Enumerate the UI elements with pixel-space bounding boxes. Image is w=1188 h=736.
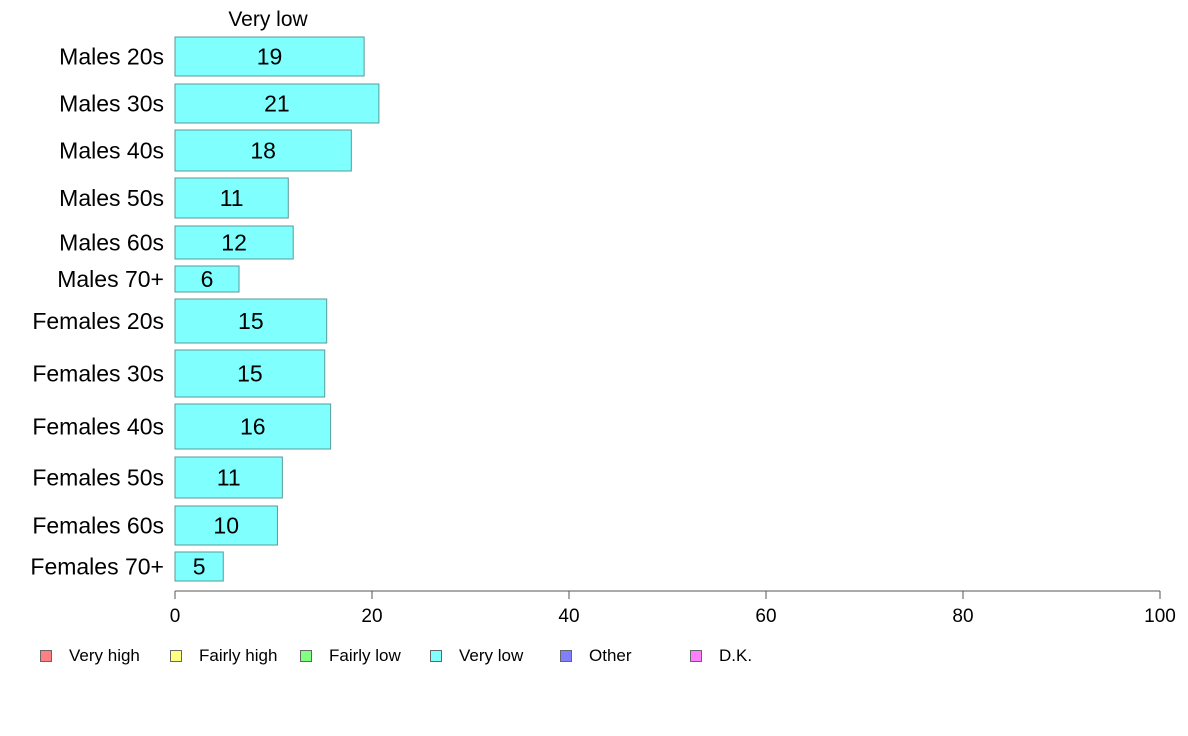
category-label: Males 60s bbox=[59, 230, 164, 256]
bar bbox=[174, 298, 328, 344]
bar bbox=[174, 551, 224, 582]
legend-item: Very low bbox=[430, 645, 523, 667]
category-label: Females 50s bbox=[32, 465, 164, 491]
bar bbox=[174, 265, 240, 293]
data-label: 6 bbox=[201, 266, 214, 292]
x-axis: 0 20 40 60 80 100 bbox=[170, 590, 1176, 627]
x-tick-label: 100 bbox=[1144, 606, 1176, 627]
x-tick-label: 0 bbox=[170, 606, 181, 627]
legend-swatch bbox=[40, 650, 52, 662]
data-label: 10 bbox=[213, 513, 239, 539]
bar bbox=[174, 403, 332, 450]
category-label: Females 60s bbox=[32, 513, 164, 539]
legend-label: Fairly low bbox=[329, 646, 401, 665]
bar bbox=[174, 129, 352, 172]
x-tick-label: 80 bbox=[952, 606, 973, 627]
bar bbox=[174, 177, 289, 219]
category-label: Females 30s bbox=[32, 361, 164, 387]
data-label: 5 bbox=[193, 554, 206, 580]
legend-item: Fairly high bbox=[170, 645, 277, 667]
bar bbox=[174, 83, 380, 124]
category-label: Males 40s bbox=[59, 138, 164, 164]
legend-swatch bbox=[430, 650, 442, 662]
category-label: Females 40s bbox=[32, 414, 164, 440]
category-label: Females 70+ bbox=[30, 554, 164, 580]
legend-swatch bbox=[170, 650, 182, 662]
bar bbox=[174, 225, 294, 260]
legend-item: Fairly low bbox=[300, 645, 401, 667]
data-label: 15 bbox=[238, 308, 264, 334]
category-label: Males 70+ bbox=[57, 266, 164, 292]
legend-label: Very low bbox=[459, 646, 524, 665]
legend-label: Fairly high bbox=[199, 646, 278, 665]
bar bbox=[174, 36, 365, 77]
legend-label: Other bbox=[589, 646, 632, 665]
category-labels: Males 20s Males 30s Males 40s Males 50s Male… bbox=[30, 44, 164, 580]
x-tick-label: 60 bbox=[755, 606, 776, 627]
data-label: 16 bbox=[240, 414, 266, 440]
legend-label: Very high bbox=[69, 646, 140, 665]
x-tick-label: 20 bbox=[361, 606, 382, 627]
category-label: Females 20s bbox=[32, 308, 164, 334]
legend-item: Other bbox=[560, 645, 632, 667]
data-label: 18 bbox=[250, 138, 276, 164]
legend-item: Very high bbox=[40, 645, 140, 667]
bar bbox=[174, 456, 283, 499]
chart-title: Very low bbox=[228, 8, 308, 31]
category-label: Males 20s bbox=[59, 44, 164, 70]
legend: Very high Fairly high Fairly low Very low Ot… bbox=[40, 645, 800, 667]
data-label: 11 bbox=[220, 185, 244, 211]
legend-swatch bbox=[690, 650, 702, 662]
legend-swatch bbox=[300, 650, 312, 662]
legend-swatch bbox=[560, 650, 572, 662]
bars bbox=[174, 36, 380, 582]
category-label: Males 50s bbox=[59, 185, 164, 211]
data-label: 21 bbox=[264, 91, 290, 117]
legend-item: D.K. bbox=[690, 645, 752, 667]
data-label: 12 bbox=[221, 230, 247, 256]
data-label: 19 bbox=[257, 44, 283, 70]
category-label: Males 30s bbox=[59, 91, 164, 117]
x-tick-label: 40 bbox=[558, 606, 579, 627]
bar bbox=[174, 505, 278, 546]
bar bbox=[174, 349, 326, 398]
data-label: 15 bbox=[237, 361, 263, 387]
data-label: 11 bbox=[217, 465, 241, 491]
legend-label: D.K. bbox=[719, 646, 753, 665]
